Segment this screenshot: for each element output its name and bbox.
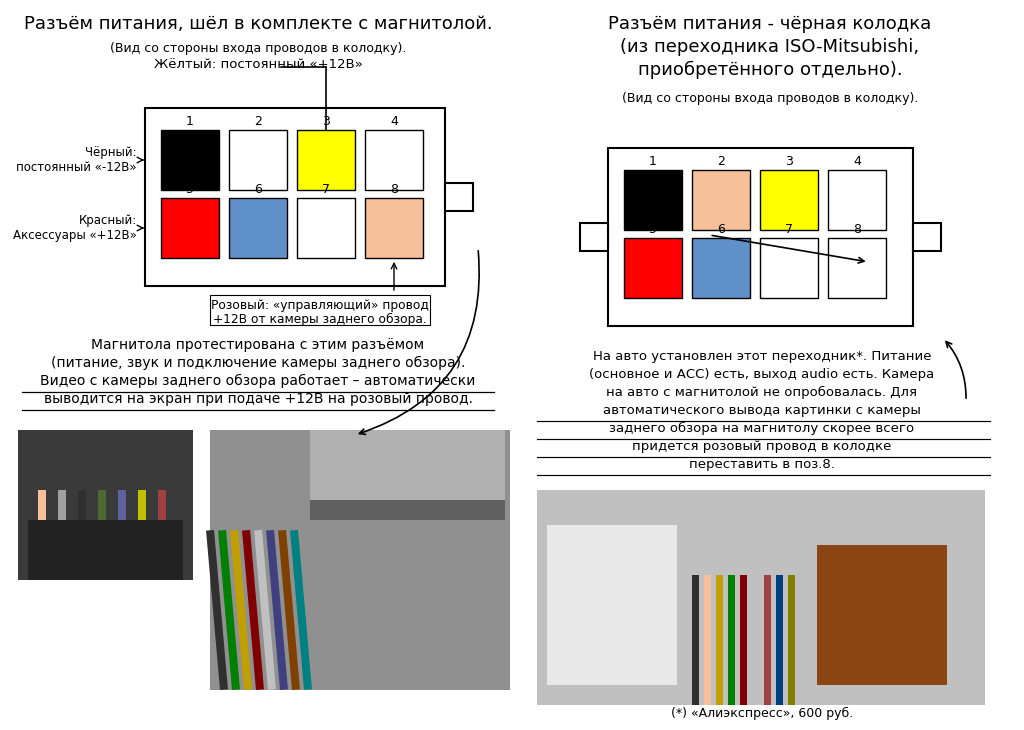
Bar	[828, 238, 886, 298]
Text: 7: 7	[322, 183, 330, 196]
Text: (питание, звук и подключение камеры заднего обзора).: (питание, звук и подключение камеры задн…	[51, 356, 465, 370]
Bar	[78, 490, 86, 570]
Bar	[290, 530, 312, 690]
Bar	[624, 170, 682, 230]
Bar	[817, 545, 947, 685]
Bar	[608, 148, 913, 326]
Text: Жёлтый: постоянный «+12В»: Жёлтый: постоянный «+12В»	[154, 58, 362, 71]
Text: 8: 8	[853, 223, 861, 236]
Text: 4: 4	[853, 155, 861, 168]
Bar	[728, 575, 735, 705]
Text: 6: 6	[717, 223, 725, 236]
Bar	[692, 238, 750, 298]
Bar	[118, 490, 126, 570]
Bar	[310, 430, 505, 520]
Bar	[158, 490, 166, 570]
Text: приобретённого отдельно).: приобретённого отдельно).	[638, 61, 902, 80]
Text: (основное и АСС) есть, выход audio есть. Камера: (основное и АСС) есть, выход audio есть.…	[590, 368, 935, 381]
Bar	[760, 238, 818, 298]
Bar	[705, 575, 711, 705]
Bar	[752, 575, 759, 705]
Bar	[365, 130, 423, 190]
Text: 2: 2	[254, 115, 262, 128]
Bar	[210, 430, 510, 690]
Bar	[297, 198, 355, 258]
Bar	[828, 170, 886, 230]
Bar	[206, 530, 228, 690]
Text: (Вид со стороны входа проводов в колодку).: (Вид со стороны входа проводов в колодку…	[110, 42, 407, 55]
Text: заднего обзора на магнитолу скорее всего: заднего обзора на магнитолу скорее всего	[609, 422, 914, 435]
Bar	[776, 575, 783, 705]
Bar	[760, 170, 818, 230]
Bar	[788, 575, 795, 705]
Bar	[365, 198, 423, 258]
Text: на авто с магнитолой не опробовалась. Для: на авто с магнитолой не опробовалась. Дл…	[606, 386, 918, 399]
Text: 3: 3	[323, 115, 330, 128]
Text: 2: 2	[717, 155, 725, 168]
Text: 5: 5	[649, 223, 657, 236]
Text: На авто установлен этот переходник*. Питание: На авто установлен этот переходник*. Пит…	[593, 350, 931, 363]
Bar	[210, 295, 430, 325]
Bar	[624, 238, 682, 298]
Text: Чёрный:
постоянный «-12В»: Чёрный: постоянный «-12В»	[16, 146, 137, 174]
Bar	[230, 530, 252, 690]
Bar	[913, 223, 941, 251]
Bar	[580, 223, 608, 251]
Text: 1: 1	[186, 115, 194, 128]
Text: (из переходника ISO-Mitsubishi,: (из переходника ISO-Mitsubishi,	[621, 38, 920, 56]
Text: Разъём питания - чёрная колодка: Разъём питания - чёрная колодка	[608, 15, 932, 33]
Bar	[279, 530, 300, 690]
Text: Разъём питания, шёл в комплекте с магнитолой.: Разъём питания, шёл в комплекте с магнит…	[24, 15, 493, 33]
Bar	[692, 575, 699, 705]
Bar	[310, 500, 505, 520]
Text: Розовый: «управляющий» провод: Розовый: «управляющий» провод	[211, 299, 429, 312]
Text: (*) «Алиэкспресс», 600 руб.: (*) «Алиэкспресс», 600 руб.	[671, 707, 853, 720]
Bar	[537, 490, 985, 705]
Text: выводится на экран при подаче +12В на розовый провод.: выводится на экран при подаче +12В на ро…	[43, 392, 472, 406]
Bar	[98, 490, 106, 570]
Bar	[692, 170, 750, 230]
Text: Видео с камеры заднего обзора работает – автоматически: Видео с камеры заднего обзора работает –…	[40, 374, 476, 388]
Text: 3: 3	[785, 155, 793, 168]
Text: переставить в поз.8.: переставить в поз.8.	[689, 458, 835, 471]
Text: +12В от камеры заднего обзора.: +12В от камеры заднего обзора.	[213, 313, 427, 326]
Bar	[266, 530, 288, 690]
Bar	[218, 530, 240, 690]
Bar	[764, 575, 771, 705]
Bar	[229, 198, 287, 258]
Bar	[161, 198, 219, 258]
Text: 6: 6	[254, 183, 262, 196]
Text: (Вид со стороны входа проводов в колодку).: (Вид со стороны входа проводов в колодку…	[622, 92, 919, 105]
Bar	[58, 490, 66, 570]
Bar	[242, 530, 264, 690]
Bar	[547, 525, 677, 685]
Text: Магнитола протестирована с этим разъёмом: Магнитола протестирована с этим разъёмом	[91, 338, 425, 352]
Text: 4: 4	[390, 115, 398, 128]
Text: 7: 7	[785, 223, 793, 236]
Bar	[229, 130, 287, 190]
Text: 1: 1	[649, 155, 657, 168]
Text: Красный:
Аксессуары «+12В»: Красный: Аксессуары «+12В»	[13, 214, 137, 242]
Text: 5: 5	[186, 183, 194, 196]
Bar	[297, 130, 355, 190]
Bar	[161, 130, 219, 190]
Bar	[740, 575, 746, 705]
Bar	[18, 430, 193, 580]
Text: 8: 8	[390, 183, 398, 196]
Bar	[138, 490, 146, 570]
Bar	[254, 530, 276, 690]
Bar	[38, 490, 46, 570]
Bar	[445, 183, 473, 211]
Bar	[716, 575, 723, 705]
Bar	[145, 108, 445, 286]
Text: придется розовый провод в колодке: придется розовый провод в колодке	[632, 440, 892, 453]
Bar	[28, 520, 183, 580]
Text: автоматического вывода картинки с камеры: автоматического вывода картинки с камеры	[603, 404, 921, 417]
